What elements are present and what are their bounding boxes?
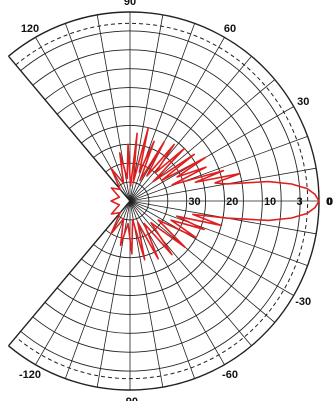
grid-spoke: [129, 14, 164, 202]
angle-label: 120: [21, 23, 39, 35]
angle-label: 90: [124, 0, 136, 8]
grid-spoke: [129, 167, 317, 202]
grid-spoke: [129, 200, 252, 347]
grid-spoke: [64, 200, 131, 379]
grid-spoke: [7, 200, 131, 347]
angle-label: -120: [19, 369, 41, 381]
radiation-pattern: [110, 126, 320, 261]
radial-label: 0: [326, 196, 332, 208]
grid-spoke: [129, 106, 294, 202]
grid-spoke: [129, 55, 252, 202]
radial-label: 3: [297, 196, 303, 208]
angle-label: 0: [327, 196, 333, 208]
grid-spoke: [129, 200, 164, 388]
angle-label: -60: [222, 369, 238, 381]
grid-spoke: [129, 200, 294, 296]
angle-label: 30: [297, 96, 309, 108]
angle-label: -30: [295, 296, 311, 308]
radial-label: 10: [264, 196, 276, 208]
grid-spoke: [129, 200, 308, 267]
pattern-curve: [110, 126, 320, 261]
grid-spoke: [129, 135, 308, 202]
grid-spoke: [129, 37, 225, 202]
angle-label: 60: [224, 23, 236, 35]
radial-label: 20: [226, 196, 238, 208]
grid-spoke: [129, 23, 196, 202]
grid-spoke: [129, 200, 276, 323]
reference-ring: [15, 22, 309, 380]
angle-label: -90: [122, 396, 138, 401]
grid-spoke: [7, 55, 131, 202]
grid-spoke: [129, 200, 196, 379]
reference-ring-3db: [15, 22, 309, 380]
radial-label: 30: [188, 196, 200, 208]
grid-spoke: [64, 23, 131, 202]
